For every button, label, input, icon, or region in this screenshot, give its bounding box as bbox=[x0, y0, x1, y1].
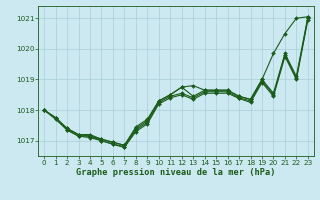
X-axis label: Graphe pression niveau de la mer (hPa): Graphe pression niveau de la mer (hPa) bbox=[76, 168, 276, 177]
